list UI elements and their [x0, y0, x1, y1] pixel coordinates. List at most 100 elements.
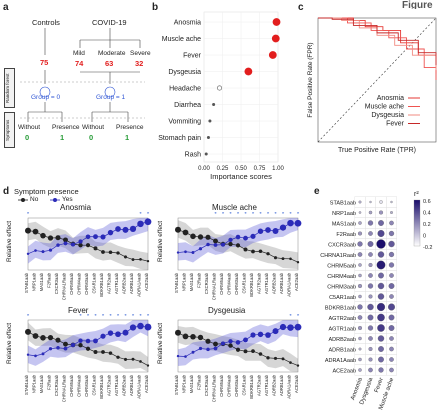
significance-star: * — [214, 212, 217, 218]
yes-series-point — [191, 251, 195, 255]
panel-c-label: c — [298, 2, 304, 13]
significance-star: * — [297, 314, 300, 320]
no-series-point — [175, 226, 181, 233]
x-tick-label: CHRM3aab — [234, 374, 239, 397]
presence-label-1: Presence — [116, 124, 144, 131]
panel-a-lines — [20, 28, 145, 122]
no-series-point — [131, 357, 135, 361]
heatmap-cell — [376, 302, 386, 312]
yes-series-point — [26, 353, 30, 356]
no-series-point — [85, 243, 91, 248]
heatmap-cell — [367, 314, 374, 321]
heatmap-cell — [378, 210, 384, 215]
x-tick-label: 1.00 — [272, 166, 284, 172]
heatmap-row-label: ADRB1aab — [328, 348, 356, 354]
yes-series-point — [26, 252, 30, 255]
heatmap-row-label: AGTR2aab — [328, 316, 356, 322]
no-series-point — [139, 360, 142, 363]
no-series-point — [235, 347, 241, 352]
no-series-point — [55, 235, 61, 241]
heatmap-cell — [378, 367, 384, 373]
effect-chart-fever: * * * * * * * * * * *STAB1aab NRP1aab MAS1aab F2Raab C… — [24, 314, 152, 402]
presence-label-0: Presence — [52, 124, 80, 131]
heatmap-cell — [389, 367, 394, 373]
no-series-point — [101, 250, 105, 254]
x-tick-label: STAB1aab — [174, 272, 179, 293]
severe-label: Severe — [130, 50, 151, 57]
no-series-point — [213, 238, 218, 244]
legend-no-label: No — [30, 196, 39, 203]
legend-label: Anosmia — [377, 95, 404, 102]
x-tick-label: AGTR1aab — [114, 272, 119, 294]
yes-series-point — [122, 226, 129, 233]
no-series-point — [85, 346, 91, 351]
heatmap-cell — [376, 260, 386, 270]
no-series-point — [205, 234, 211, 240]
significance-star: * — [147, 212, 150, 218]
x-tick-label: AGTR2aab — [107, 374, 112, 396]
no-series-point — [146, 364, 150, 367]
no-series-point — [40, 335, 46, 341]
significance-star: * — [139, 212, 142, 218]
heatmap-cell — [377, 324, 385, 332]
x-tick-label: ADRB2aab — [272, 272, 277, 294]
no-series-point — [228, 241, 233, 247]
category-label: Headache — [169, 86, 201, 93]
legend-no-marker — [21, 198, 25, 202]
no-series-point — [175, 329, 181, 336]
heatmap-cell — [378, 272, 384, 279]
category-label: Dysgeusia — [168, 69, 201, 76]
x-tick-label: CHRM4aab — [227, 374, 232, 397]
presence-value-0: 1 — [60, 133, 65, 142]
colorbar-tick: 0.2 — [423, 222, 431, 228]
x-tick-label: STAB1aab — [24, 272, 29, 293]
x-tick-label: ADRB2aab — [122, 272, 127, 294]
no-series-point — [289, 361, 292, 364]
heatmap-cell — [377, 251, 385, 258]
yes-series-point — [206, 347, 210, 352]
no-series-point — [266, 356, 270, 360]
plot-frame — [177, 319, 299, 373]
yes-series-point — [213, 346, 218, 351]
x-tick-label: MAS1aab — [189, 272, 194, 291]
no-series-point — [243, 247, 248, 252]
significance-star: * — [297, 212, 300, 218]
x-tick-label: BDKRB1aab — [99, 374, 104, 398]
no-series-point — [32, 333, 39, 339]
yes-series-point — [63, 346, 68, 351]
x-tick-label: CHRM5aab — [69, 272, 74, 295]
yes-series-point — [272, 328, 279, 335]
x-axis-label: True Positive Rate (TPR) — [338, 147, 416, 154]
symptom-legend — [18, 198, 60, 202]
random-forest-box: Random forest — [4, 68, 15, 108]
x-tick-label: CHRNA1Raab — [62, 374, 67, 402]
yes-series-point — [56, 243, 60, 247]
x-tick-label: NRP1aab — [182, 374, 187, 393]
group0-label: Group = 0 — [31, 94, 61, 101]
yes-series-point — [176, 354, 180, 358]
x-tick-label: CHRNA1Raab — [212, 272, 217, 300]
symptom-presence-legend-title: Symptom presence — [14, 187, 79, 196]
significance-star: * — [289, 314, 292, 320]
x-tick-label: STAB1aab — [174, 374, 179, 395]
heatmap-row-label: MAS1aab — [332, 222, 356, 228]
heatmap-cell — [376, 239, 386, 249]
no-series-point — [296, 261, 300, 264]
yes-series-point — [85, 338, 91, 344]
yes-series-point — [294, 219, 302, 227]
yes-series-point — [198, 247, 203, 251]
yes-series-point — [206, 242, 210, 247]
yes-series-point — [100, 333, 106, 339]
heatmap-cell — [369, 200, 372, 204]
x-tick-label: 0.75 — [254, 166, 266, 172]
heatmap-cell — [389, 220, 394, 226]
heatmap-row-label: CHRM3aab — [327, 285, 356, 291]
x-tick-label: CHRM3aab — [234, 272, 239, 295]
mild-label: Mild — [73, 50, 85, 57]
no-series-point — [63, 341, 68, 347]
heatmap-cell — [377, 313, 385, 322]
x-tick-label: CHRNA1Raab — [62, 272, 67, 300]
heatmap-cell — [357, 325, 363, 331]
yes-series-point — [107, 229, 114, 236]
heatmap-cell — [378, 220, 384, 226]
